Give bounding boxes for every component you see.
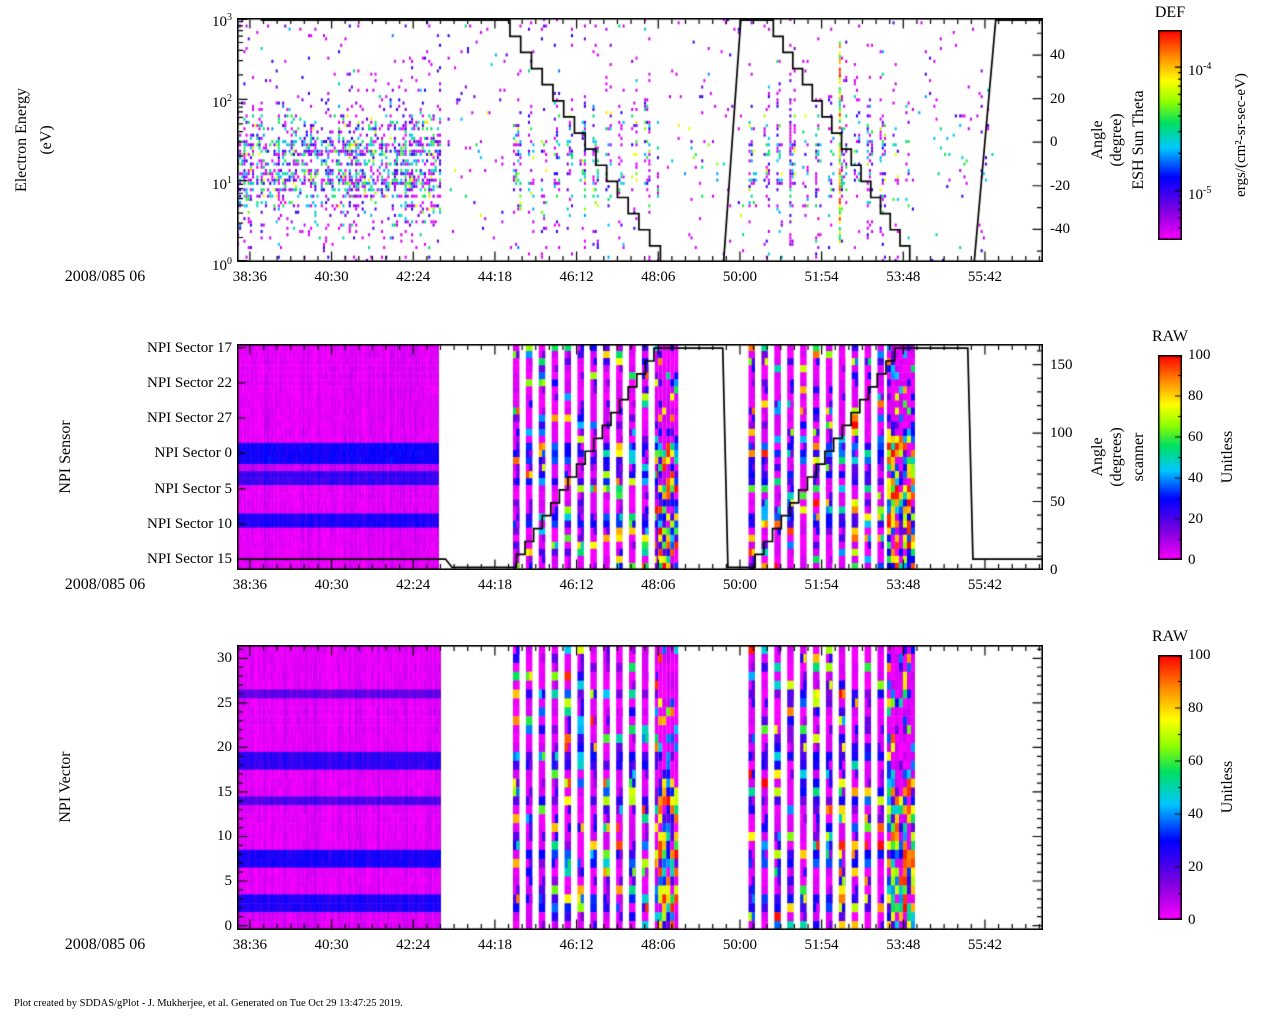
p1-y-axis-title-line1: Electron Energy bbox=[13, 87, 30, 193]
def-colorbar-tick-label: 10-5 bbox=[1188, 184, 1212, 203]
raw-colorbar-tick-label: 80 bbox=[1188, 388, 1203, 404]
x-tick-label: 53:48 bbox=[886, 269, 921, 285]
p3-y-tick-label: 10 bbox=[217, 828, 232, 845]
p2-row-label: NPI Sector 27 bbox=[147, 410, 232, 427]
def-colorbar-title: DEF bbox=[1154, 4, 1186, 21]
raw-colorbar-tick-label: 0 bbox=[1188, 552, 1196, 568]
p3-y-tick-label: 5 bbox=[224, 873, 233, 890]
x-tick-label: 40:30 bbox=[314, 577, 349, 593]
raw-colorbar-tick-label: 80 bbox=[1188, 700, 1203, 716]
raw-colorbar-tick-label: 0 bbox=[1188, 912, 1196, 928]
x-axis-date-label-2: 2008/085 06 bbox=[64, 576, 146, 593]
p2-row-label: NPI Sector 15 bbox=[147, 551, 232, 568]
p3-y-tick-label: 15 bbox=[217, 783, 232, 800]
x-tick-label: 38:36 bbox=[232, 937, 267, 953]
x-tick-label: 50:00 bbox=[722, 937, 758, 953]
def-colorbar-unit: ergs/(cm²-sr-sec-eV) bbox=[1233, 73, 1249, 197]
x-tick-label: 50:00 bbox=[722, 269, 758, 285]
p3-y-tick-label: 30 bbox=[217, 650, 232, 667]
p1-y-tick-label: 103 bbox=[212, 12, 232, 30]
raw-colorbar-tick-label: 100 bbox=[1188, 647, 1211, 663]
x-tick-label: 48:06 bbox=[641, 269, 676, 285]
def-colorbar bbox=[1158, 30, 1182, 240]
x-tick-label: 40:30 bbox=[314, 269, 349, 285]
raw-colorbar-tick-label: 100 bbox=[1188, 347, 1211, 363]
p2-right-tick-label: 0 bbox=[1050, 562, 1058, 578]
x-tick-label: 53:48 bbox=[886, 937, 921, 953]
x-tick-label: 46:12 bbox=[559, 937, 594, 953]
x-tick-label: 53:48 bbox=[886, 577, 921, 593]
p1-right-tick-label: -40 bbox=[1050, 221, 1070, 238]
p1-y-axis-title-line2: (eV) bbox=[38, 125, 55, 155]
electron-spectrogram-canvas bbox=[237, 18, 1043, 262]
x-tick-label: 46:12 bbox=[559, 269, 594, 285]
npi-vector-heatmap-canvas bbox=[237, 645, 1043, 930]
p2-row-label: NPI Sector 0 bbox=[154, 445, 233, 462]
x-tick-label: 42:24 bbox=[396, 937, 431, 953]
raw-colorbar-unit-sensor: Unitless bbox=[1219, 430, 1236, 484]
p2-row-label: NPI Sector 10 bbox=[147, 516, 232, 533]
x-tick-label: 40:30 bbox=[314, 937, 349, 953]
x-tick-label: 51:54 bbox=[804, 937, 839, 953]
p2-right-tick-label: 100 bbox=[1050, 425, 1073, 442]
p1-right-tick-label: 0 bbox=[1050, 134, 1058, 151]
p3-y-tick-label: 20 bbox=[217, 739, 232, 756]
raw-colorbar-title-sensor: RAW bbox=[1151, 328, 1189, 345]
x-axis-date-label-1: 2008/085 06 bbox=[64, 268, 146, 285]
raw-colorbar-tick-label: 60 bbox=[1188, 753, 1203, 769]
x-tick-label: 51:54 bbox=[804, 269, 839, 285]
raw-colorbar-tick-label: 40 bbox=[1188, 806, 1203, 822]
p1-y-tick-label: 101 bbox=[212, 174, 232, 193]
p2-right-tick-label: 50 bbox=[1050, 493, 1065, 510]
x-tick-label: 44:18 bbox=[477, 577, 512, 593]
p2-row-label: NPI Sector 5 bbox=[154, 480, 233, 497]
p3-y-tick-label: 25 bbox=[217, 694, 232, 711]
raw-colorbar-unit-vector: Unitless bbox=[1219, 760, 1236, 814]
p1-right-axis-title-degree: (degree) bbox=[1108, 113, 1125, 167]
p1-y-tick-label: 100 bbox=[212, 256, 232, 274]
p1-right-tick-label: 20 bbox=[1050, 90, 1065, 107]
raw-colorbar-tick-label: 40 bbox=[1188, 470, 1203, 486]
raw-colorbar-sensor bbox=[1158, 355, 1182, 560]
x-tick-label: 48:06 bbox=[641, 937, 676, 953]
p1-right-axis-title-angle: Angle bbox=[1089, 120, 1106, 160]
raw-colorbar-tick-label: 60 bbox=[1188, 429, 1203, 445]
x-tick-label: 38:36 bbox=[232, 577, 267, 593]
x-tick-label: 55:42 bbox=[967, 937, 1003, 953]
p2-right-axis-title-angle: Angle bbox=[1089, 437, 1106, 477]
p2-right-tick-label: 150 bbox=[1050, 356, 1073, 373]
x-tick-label: 38:36 bbox=[232, 269, 267, 285]
x-tick-label: 51:54 bbox=[804, 577, 839, 593]
x-tick-label: 55:42 bbox=[967, 577, 1003, 593]
raw-colorbar-vector bbox=[1158, 655, 1182, 920]
x-tick-label: 42:24 bbox=[396, 269, 431, 285]
x-tick-label: 44:18 bbox=[477, 937, 512, 953]
raw-colorbar-tick-label: 20 bbox=[1188, 859, 1203, 875]
p2-row-label: NPI Sector 17 bbox=[147, 339, 232, 356]
plot-credit-footer: Plot created by SDDAS/gPlot - J. Mukherj… bbox=[14, 998, 403, 1009]
def-colorbar-tick-label: 10-4 bbox=[1188, 61, 1212, 80]
x-tick-label: 48:06 bbox=[641, 577, 676, 593]
x-tick-label: 55:42 bbox=[967, 269, 1003, 285]
p2-row-label: NPI Sector 22 bbox=[147, 374, 232, 391]
x-tick-label: 50:00 bbox=[722, 577, 758, 593]
p2-right-axis-title-scanner: scanner bbox=[1130, 432, 1147, 482]
x-tick-label: 42:24 bbox=[396, 577, 431, 593]
p1-y-tick-label: 102 bbox=[212, 93, 232, 112]
p2-right-axis-title-degrees: (degrees) bbox=[1108, 427, 1125, 487]
raw-colorbar-tick-label: 20 bbox=[1188, 511, 1203, 527]
x-tick-label: 44:18 bbox=[477, 269, 512, 285]
p1-right-tick-label: -20 bbox=[1050, 177, 1070, 194]
p1-right-tick-label: 40 bbox=[1050, 47, 1065, 64]
raw-colorbar-title-vector: RAW bbox=[1151, 628, 1189, 645]
npi-sensor-heatmap-canvas bbox=[237, 344, 1043, 570]
p1-right-axis-title-esh: ESH Sun Theta bbox=[1130, 90, 1147, 190]
x-axis-date-label-3: 2008/085 06 bbox=[64, 936, 146, 953]
p3-y-tick-label: 0 bbox=[224, 917, 233, 934]
x-tick-label: 46:12 bbox=[559, 577, 594, 593]
